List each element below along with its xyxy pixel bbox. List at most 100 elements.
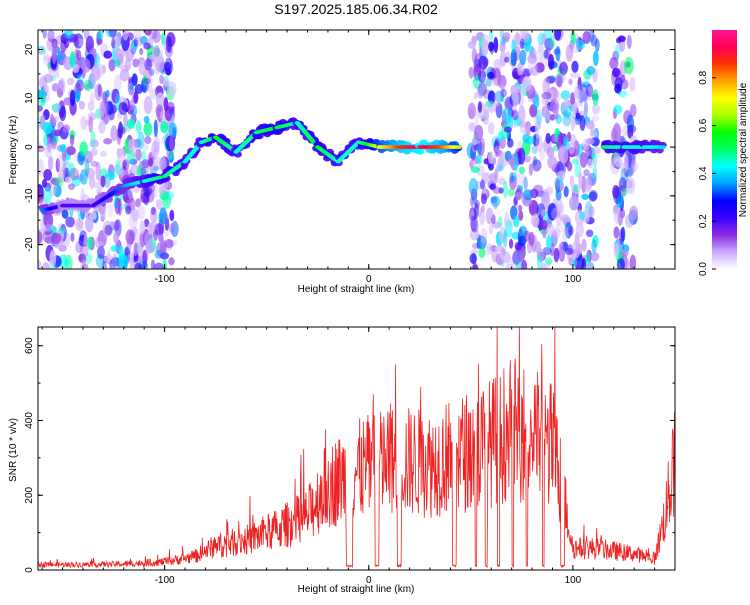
noise-speckle xyxy=(84,119,93,126)
spectrogram-frame xyxy=(37,29,676,270)
noise-speckle xyxy=(169,209,175,222)
noise-speckle xyxy=(64,176,72,184)
noise-speckle xyxy=(581,257,586,269)
noise-speckle xyxy=(508,157,516,166)
noise-speckle xyxy=(42,121,53,135)
noise-speckle xyxy=(563,136,569,145)
y-tick-label: -20 xyxy=(24,237,35,252)
noise-speckle xyxy=(480,193,487,205)
noise-speckle xyxy=(110,125,118,142)
noise-speckle xyxy=(480,228,488,244)
noise-speckle xyxy=(575,112,581,120)
noise-speckle xyxy=(144,135,152,145)
noise-speckle xyxy=(62,124,71,133)
noise-speckle xyxy=(58,227,66,235)
noise-speckle xyxy=(568,225,574,236)
noise-speckle xyxy=(545,132,551,144)
noise-speckle xyxy=(74,38,80,47)
noise-speckle xyxy=(76,219,84,229)
snr-x-axis-label: Height of straight line (km) xyxy=(298,584,415,595)
noise-speckle xyxy=(474,124,484,142)
noise-speckle xyxy=(154,249,163,259)
noise-speckle xyxy=(79,169,88,185)
noise-speckle xyxy=(617,35,626,43)
noise-speckle xyxy=(494,145,501,153)
noise-speckle xyxy=(569,72,580,79)
noise-speckle xyxy=(90,130,96,147)
noise-speckle xyxy=(516,62,523,76)
noise-speckle xyxy=(583,100,588,118)
noise-speckle xyxy=(476,154,483,165)
noise-speckle xyxy=(621,248,629,258)
noise-speckle xyxy=(494,91,501,107)
noise-speckle xyxy=(535,62,545,73)
noise-speckle xyxy=(471,264,479,269)
noise-speckle xyxy=(523,230,531,242)
noise-speckle xyxy=(51,103,62,113)
noise-speckle xyxy=(142,250,148,268)
noise-speckle xyxy=(614,156,623,168)
noise-speckle xyxy=(579,115,586,131)
noise-speckle xyxy=(541,91,552,100)
noise-speckle xyxy=(113,74,122,92)
noise-speckle xyxy=(518,105,526,123)
noise-speckle xyxy=(530,66,540,77)
noise-speckle xyxy=(612,186,622,205)
noise-speckle xyxy=(160,120,169,134)
noise-speckle xyxy=(57,80,64,92)
noise-speckle xyxy=(572,258,578,267)
noise-speckle xyxy=(142,143,149,151)
noise-speckle xyxy=(509,175,517,190)
ridge-core xyxy=(456,145,462,149)
noise-speckle xyxy=(69,133,75,147)
noise-speckle xyxy=(472,262,478,269)
noise-speckle xyxy=(528,163,533,176)
noise-speckle xyxy=(554,30,562,41)
noise-speckle xyxy=(476,235,487,250)
noise-speckle xyxy=(512,215,520,228)
noise-speckle xyxy=(133,242,138,257)
noise-speckle xyxy=(105,30,115,38)
noise-speckle xyxy=(509,172,514,184)
noise-speckle xyxy=(522,198,533,207)
noise-speckle xyxy=(38,105,44,112)
noise-speckle xyxy=(61,209,69,219)
noise-speckle xyxy=(169,134,175,152)
colorbar-ticks: 0.0 0.2 0.4 0.6 0.8 xyxy=(698,70,716,276)
noise-speckle xyxy=(87,100,95,112)
noise-speckle xyxy=(582,138,590,152)
noise-speckle xyxy=(541,33,547,45)
noise-speckle xyxy=(51,232,62,244)
noise-speckle xyxy=(50,177,61,185)
noise-speckle xyxy=(469,160,474,169)
noise-speckle xyxy=(122,159,130,171)
noise-speckle xyxy=(585,120,594,130)
noise-speckle xyxy=(612,122,621,140)
noise-speckle xyxy=(490,78,498,87)
noise-speckle xyxy=(623,57,634,75)
noise-speckle xyxy=(612,208,621,215)
noise-speckle xyxy=(569,175,575,188)
noise-speckle xyxy=(499,226,507,244)
noise-speckle xyxy=(76,49,82,61)
noise-speckle xyxy=(489,183,496,190)
noise-speckle xyxy=(487,151,494,165)
noise-speckle xyxy=(536,248,545,263)
noise-speckle xyxy=(43,55,53,62)
noise-speckle xyxy=(125,205,132,215)
noise-speckle xyxy=(612,123,622,141)
noise-speckle xyxy=(137,131,145,150)
noise-speckle xyxy=(574,247,581,255)
noise-speckle xyxy=(485,102,490,112)
noise-speckle xyxy=(591,238,597,254)
noise-speckle xyxy=(480,204,486,213)
noise-speckle xyxy=(43,85,50,93)
noise-speckle xyxy=(499,51,507,67)
noise-speckle xyxy=(133,37,139,47)
noise-speckle xyxy=(135,148,142,161)
noise-speckle xyxy=(54,176,64,187)
noise-speckle xyxy=(53,183,62,198)
noise-speckle xyxy=(505,263,516,269)
noise-speckle xyxy=(544,37,555,51)
noise-speckle xyxy=(135,120,142,134)
